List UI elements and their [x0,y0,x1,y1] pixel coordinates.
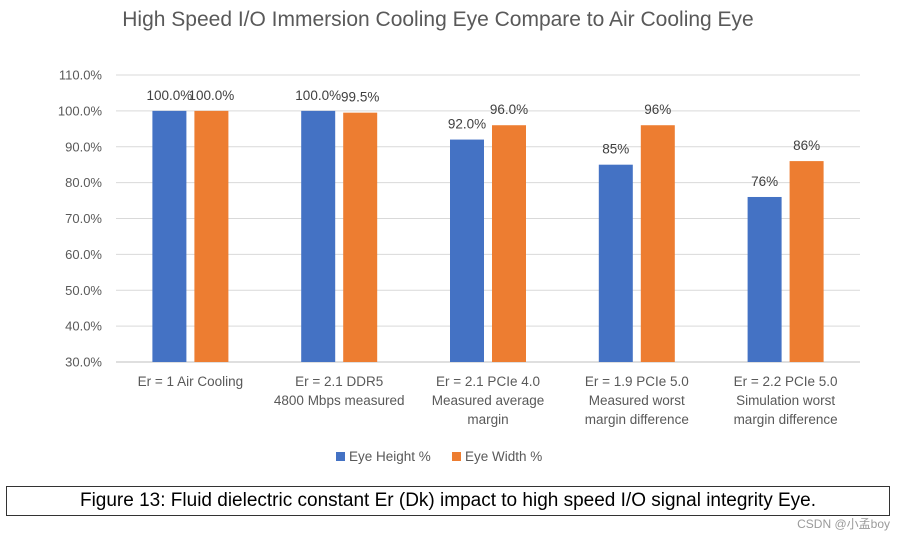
bar-chart: High Speed I/O Immersion Cooling Eye Com… [58,8,860,464]
chart-title: High Speed I/O Immersion Cooling Eye Com… [122,8,753,31]
bar [450,139,484,362]
data-label: 100.0% [189,88,235,103]
bar [747,196,782,362]
x-category-label: margin difference [585,412,689,427]
bar [194,110,229,362]
bar [301,110,336,362]
figure-caption-box: Figure 13: Fluid dielectric constant Er … [6,486,890,516]
bar [640,125,675,362]
data-labels: 100.0%100.0% 100.0% 99.5%92.0%96.0%85%96%7… [147,88,821,189]
data-label: 76% [751,174,778,189]
x-category-label: Measured worst [589,393,685,408]
x-category-label: Er = 1 Air Cooling [138,374,243,389]
x-category-label: Measured average [432,393,545,408]
legend-swatch [336,452,345,461]
legend: Eye Height % Eye Width % [336,449,542,464]
data-label: 96.0% [490,102,528,117]
y-tick-label: 100.0% [58,103,103,118]
bar [152,110,187,362]
data-label: 99.5% [341,90,379,105]
y-tick-label: 80.0% [65,175,102,190]
x-category-label: margin [467,412,508,427]
y-tick-label: 40.0% [65,319,102,334]
data-label: 100.0% [295,88,341,103]
bar [343,112,378,362]
legend-swatch [452,452,461,461]
x-category-label: Er = 2.1 DDR5 [295,374,383,389]
watermark: CSDN @小孟boy [797,517,890,531]
y-tick-label: 30.0% [65,355,102,370]
data-label: 96% [644,102,671,117]
y-tick-label: 70.0% [65,211,102,226]
data-label: 85% [602,142,629,157]
x-category-label: Er = 2.1 PCIe 4.0 [436,374,540,389]
bar [598,164,633,362]
x-category-label: Simulation worst [736,393,835,408]
data-label: 86% [793,138,820,153]
x-category-label: margin difference [734,412,838,427]
x-category-label: Er = 2.2 PCIe 5.0 [734,374,838,389]
y-tick-label: 90.0% [65,139,102,154]
gridlines [116,74,860,363]
x-category-label: 4800 Mbps measured [274,393,405,408]
data-label: 100.0% [147,88,193,103]
legend-label: Eye Width % [465,449,542,464]
y-axis-ticks: 30.0% 40.0% 50.0% 60.0% 70.0% 80.0% 90.0% 100.0… [58,68,103,370]
y-tick-label: 60.0% [65,247,102,262]
figure-caption: Figure 13: Fluid dielectric constant Er … [79,490,817,511]
data-label: 92.0% [448,117,486,132]
x-category-label: Er = 1.9 PCIe 5.0 [585,374,689,389]
bars [152,110,824,362]
x-axis-categories: Er = 1 Air Cooling Er = 2.1 DDR5 4800 Mbps… [138,374,838,427]
bar [789,161,824,362]
legend-label: Eye Height % [349,449,431,464]
bar [492,125,526,362]
y-tick-label: 110.0% [59,68,103,83]
y-tick-label: 50.0% [65,283,102,298]
